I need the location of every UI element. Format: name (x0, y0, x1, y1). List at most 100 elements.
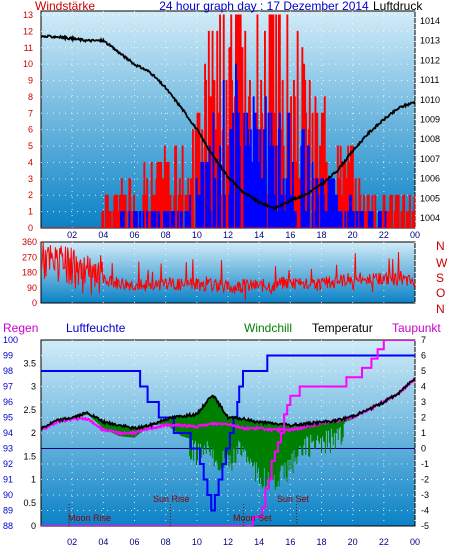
dir-letter-o: O (436, 286, 445, 300)
x-tick-label: 06 (129, 230, 139, 240)
temperature-tick-label: 1 (421, 428, 426, 438)
wind-tick-label: 2 (28, 190, 33, 200)
humidity-tick-label: 90 (3, 490, 13, 500)
x-tick-label: 04 (98, 230, 108, 240)
legend-taupunkt: Taupunkt (392, 321, 441, 335)
rain-tick-label: 1.5 (23, 451, 36, 461)
series-luftdruck (41, 34, 415, 211)
pressure-tick-label: 1009 (420, 115, 440, 125)
direction-tick-label: 90 (27, 283, 37, 293)
pressure-tick-label: 1013 (420, 36, 440, 46)
x-tick-label: 00 (410, 230, 420, 240)
legend-regen: Regen (3, 321, 38, 335)
pressure-axis-title: Luftdruck (373, 0, 423, 13)
x-tick-label: 02 (67, 537, 77, 547)
humidity-tick-label: 98 (3, 366, 13, 376)
x-tick-label: 00 (410, 537, 420, 547)
direction-tick-label: 0 (32, 298, 37, 308)
moon-set-label: Moon Set (233, 513, 272, 523)
temperature-tick-label: 5 (421, 366, 426, 376)
wind-axis-title: Windstärke (35, 0, 95, 13)
pressure-tick-label: 1014 (420, 16, 440, 26)
sun-rise-label: Sun Rise (153, 494, 190, 504)
humidity-tick-label: 97 (3, 382, 13, 392)
axis-labels: 0123456789101112131004100510061007100810… (3, 10, 440, 547)
wind-tick-label: 10 (23, 59, 33, 69)
wind-tick-label: 8 (28, 92, 33, 102)
temperature-tick-label: 3 (421, 397, 426, 407)
rain-tick-label: 2.5 (23, 405, 36, 415)
temperature-tick-label: -4 (421, 506, 429, 516)
rain-tick-label: 0 (31, 521, 36, 531)
sun-set-label: Sun Set (277, 494, 310, 504)
x-tick-label: 16 (285, 230, 295, 240)
x-tick-label: 12 (223, 230, 233, 240)
rain-tick-label: 3.5 (23, 358, 36, 368)
temperature-tick-label: -3 (421, 490, 429, 500)
pressure-tick-label: 1004 (420, 213, 440, 223)
series-luftfeuchte (41, 354, 415, 512)
pressure-tick-label: 1006 (420, 174, 440, 184)
wind-tick-label: 11 (24, 43, 33, 53)
x-tick-label: 10 (192, 230, 202, 240)
dir-letter-n-top: N (436, 239, 445, 253)
direction-tick-label: 270 (22, 252, 37, 262)
wind-tick-label: 6 (28, 125, 33, 135)
humidity-tick-label: 91 (3, 475, 13, 485)
x-tick-label: 04 (98, 537, 108, 547)
x-tick-label: 22 (379, 230, 389, 240)
rain-tick-label: 1 (31, 475, 36, 485)
pressure-tick-label: 1010 (420, 95, 440, 105)
humidity-tick-label: 93 (3, 444, 13, 454)
pressure-tick-label: 1007 (420, 154, 440, 164)
series-windrichtung (41, 242, 415, 301)
legend-windchill: Windchill (244, 321, 292, 335)
wind-tick-label: 1 (28, 207, 33, 217)
legend-luftfeuchte: Luftfeuchte (66, 321, 126, 335)
wind-tick-label: 7 (28, 108, 33, 118)
x-tick-label: 22 (379, 537, 389, 547)
x-tick-label: 08 (161, 230, 171, 240)
humidity-tick-label: 89 (3, 506, 13, 516)
wind-tick-label: 9 (28, 76, 33, 86)
temperature-tick-label: 0 (421, 444, 426, 454)
chart-title: 24 hour graph day : 17 Dezember 2014 (159, 0, 369, 13)
temperature-tick-label: 6 (421, 351, 426, 361)
humidity-tick-label: 96 (3, 397, 13, 407)
rain-tick-label: 3 (31, 382, 36, 392)
humidity-tick-label: 99 (3, 351, 13, 361)
temperature-tick-label: -2 (421, 475, 429, 485)
x-tick-label: 16 (285, 537, 295, 547)
wind-tick-label: 0 (28, 223, 33, 233)
pressure-tick-label: 1008 (420, 134, 440, 144)
pressure-tick-label: 1011 (420, 75, 439, 85)
pressure-tick-label: 1005 (420, 193, 440, 203)
temperature-tick-label: 7 (421, 335, 426, 345)
moon-rise-label: Moon Rise (68, 513, 111, 523)
series-regen (41, 340, 415, 526)
x-tick-label: 20 (348, 230, 358, 240)
wind-tick-label: 13 (23, 10, 33, 20)
humidity-tick-label: 94 (3, 428, 13, 438)
x-tick-label: 10 (192, 537, 202, 547)
x-tick-label: 18 (316, 230, 326, 240)
humidity-tick-label: 92 (3, 459, 13, 469)
dir-letter-n-bottom: N (436, 302, 445, 316)
x-tick-label: 18 (316, 537, 326, 547)
x-tick-label: 14 (254, 537, 264, 547)
dir-letter-w: W (436, 256, 448, 270)
x-tick-label: 14 (254, 230, 264, 240)
temperature-tick-label: 2 (421, 413, 426, 423)
x-tick-label: 20 (348, 537, 358, 547)
wind-pressure-plot (41, 14, 415, 228)
wind-tick-label: 4 (28, 157, 33, 167)
x-tick-label: 12 (223, 537, 233, 547)
rain-tick-label: 0.5 (23, 498, 36, 508)
wind-tick-label: 5 (28, 141, 33, 151)
pressure-tick-label: 1012 (420, 55, 440, 65)
legend-temperatur: Temperatur (312, 321, 373, 335)
humidity-tick-label: 95 (3, 413, 13, 423)
dir-letter-s: S (436, 271, 444, 285)
